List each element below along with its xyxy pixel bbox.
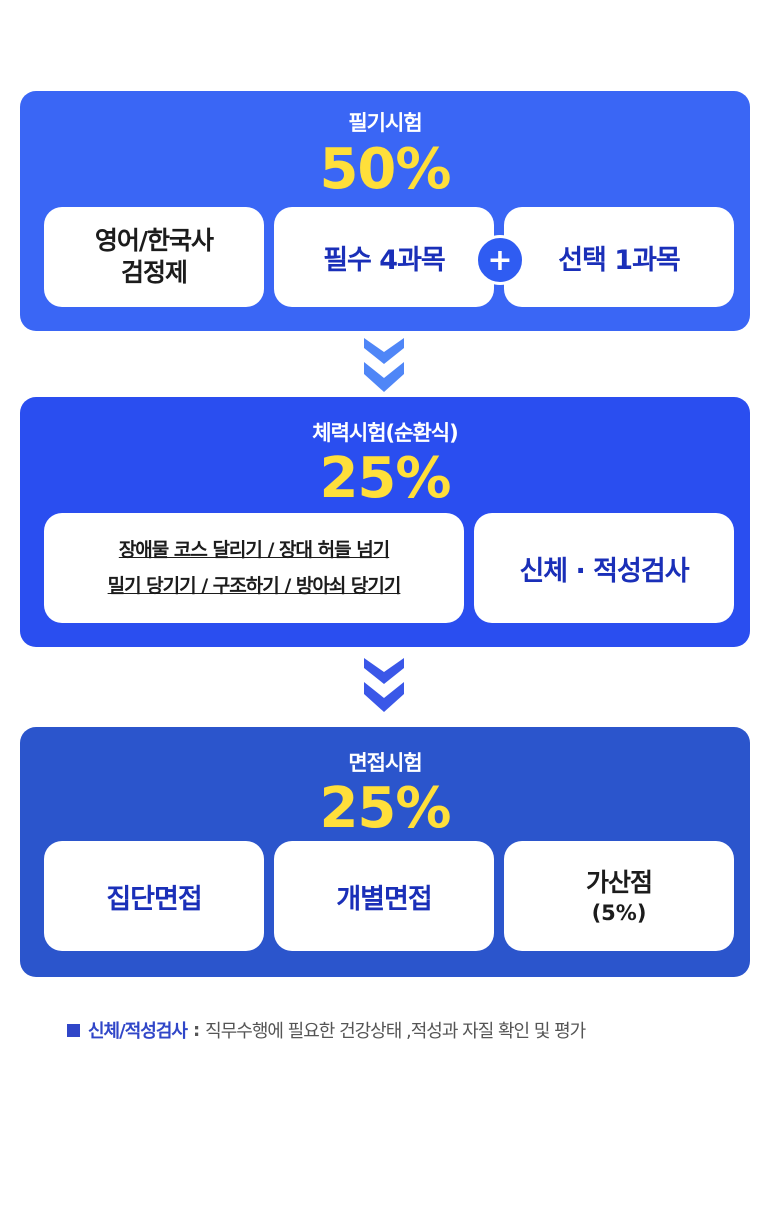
- bonus-points-card: 가산점 (5%): [504, 841, 734, 951]
- chevron-double-down-icon: [364, 338, 404, 392]
- physical-aptitude-card: 신체 · 적성검사: [474, 513, 734, 623]
- written-exam-percent: 50%: [319, 137, 451, 202]
- bullet-square-icon: [67, 1023, 80, 1037]
- group-interview-label: 집단면접: [106, 883, 202, 915]
- written-exam-panel: 필기시험 50% 영어/한국사 검정제 필수 4과목 선택 1과목 +: [20, 91, 750, 331]
- bonus-points-percent: (5%): [591, 901, 647, 925]
- group-interview-card: 집단면접: [44, 841, 264, 951]
- footnote: 신체/적성검사 : 직무수행에 필요한 건강상태 ,적성과 자질 확인 및 평가: [67, 1017, 586, 1043]
- interview-panel: 면접시험 25% 집단면접 개별면접 가산점 (5%): [20, 727, 750, 977]
- required-subjects-card: 필수 4과목: [274, 207, 494, 307]
- interview-percent: 25%: [319, 776, 451, 841]
- physical-aptitude-label: 신체 · 적성검사: [519, 555, 689, 587]
- footnote-separator: :: [192, 1019, 200, 1041]
- physical-exam-panel: 체력시험(순환식) 25% 장애물 코스 달리기 / 장대 허들 넘기 밀기 당…: [20, 397, 750, 647]
- physical-events-line1: 장애물 코스 달리기 / 장대 허들 넘기: [118, 539, 390, 561]
- physical-events-line2: 밀기 당기기 / 구조하기 / 방아쇠 당기기: [107, 575, 402, 597]
- english-history-card: 영어/한국사 검정제: [44, 207, 264, 307]
- elective-subject-card: 선택 1과목: [504, 207, 734, 307]
- written-exam-title: 필기시험: [348, 111, 422, 135]
- physical-events-card: 장애물 코스 달리기 / 장대 허들 넘기 밀기 당기기 / 구조하기 / 방아…: [44, 513, 464, 623]
- english-history-line2: 검정제: [120, 258, 188, 287]
- elective-subject-label: 선택 1과목: [558, 244, 681, 276]
- interview-title: 면접시험: [348, 751, 422, 775]
- english-history-line1: 영어/한국사: [94, 226, 214, 255]
- plus-icon: +: [475, 235, 525, 285]
- individual-interview-card: 개별면접: [274, 841, 494, 951]
- required-subjects-label: 필수 4과목: [323, 244, 446, 276]
- individual-interview-label: 개별면접: [336, 883, 432, 915]
- footnote-description: 직무수행에 필요한 건강상태 ,적성과 자질 확인 및 평가: [205, 1021, 586, 1042]
- footnote-term: 신체/적성검사: [88, 1021, 188, 1042]
- physical-exam-percent: 25%: [319, 446, 451, 511]
- bonus-points-label: 가산점: [585, 868, 653, 897]
- physical-exam-title: 체력시험(순환식): [312, 421, 458, 445]
- chevron-double-down-icon: [364, 658, 404, 712]
